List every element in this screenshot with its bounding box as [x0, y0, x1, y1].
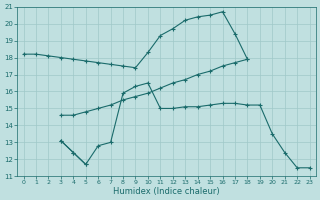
- X-axis label: Humidex (Indice chaleur): Humidex (Indice chaleur): [113, 187, 220, 196]
